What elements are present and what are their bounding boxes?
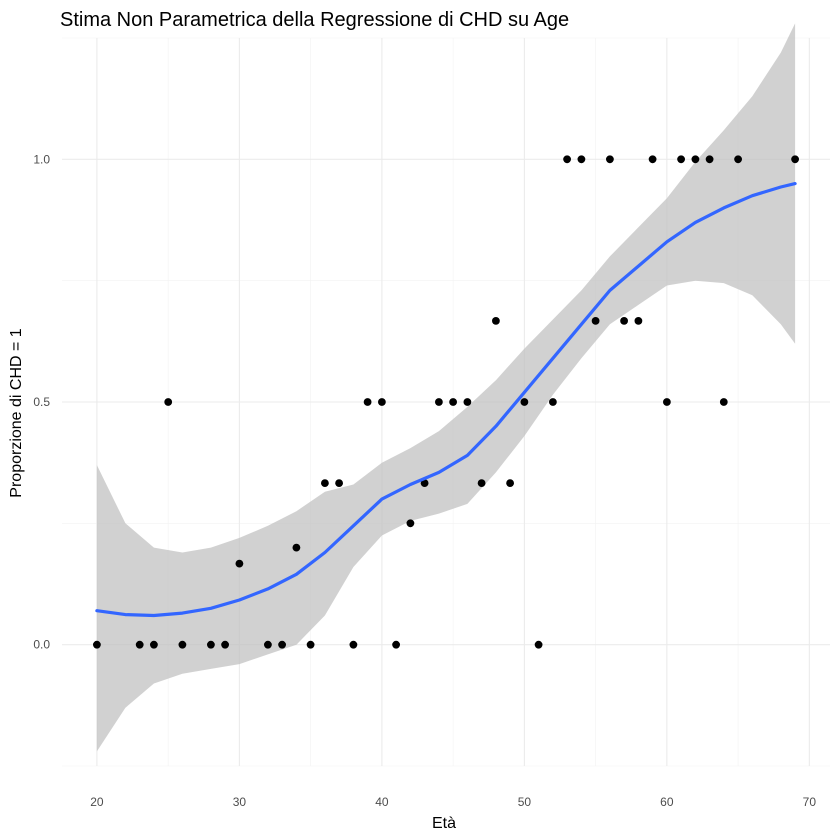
data-point (435, 398, 443, 406)
data-point (93, 640, 101, 649)
points-layer (93, 155, 799, 649)
data-point (178, 640, 187, 649)
data-point (477, 479, 486, 487)
data-point (135, 640, 144, 649)
data-point (577, 155, 586, 164)
y-axis-title: Proporzione di CHD = 1 (8, 328, 25, 498)
smooth-line (95, 182, 797, 618)
data-point (463, 398, 472, 406)
data-point (606, 155, 614, 164)
data-point (591, 317, 600, 325)
data-point (520, 398, 529, 406)
data-point (705, 155, 714, 164)
x-tick-label: 50 (518, 795, 532, 809)
data-point (492, 317, 500, 325)
data-point (321, 479, 329, 487)
data-point (449, 398, 457, 406)
x-tick-label: 60 (660, 795, 674, 809)
x-tick-label: 40 (375, 795, 389, 809)
data-point (363, 398, 372, 406)
data-point (634, 317, 643, 325)
y-tick-label: 1.0 (33, 152, 50, 166)
data-point (663, 398, 671, 406)
confidence-band-layer (96, 23, 796, 752)
data-point (264, 640, 272, 649)
data-point (734, 155, 742, 164)
data-point (691, 155, 700, 164)
data-point (420, 479, 429, 487)
data-point (235, 559, 244, 568)
x-axis-title: Età (432, 815, 456, 832)
chart-title: Stima Non Parametrica della Regressione … (60, 9, 569, 31)
data-point (306, 640, 315, 649)
data-point (392, 640, 400, 649)
data-point (534, 640, 543, 649)
data-point (677, 155, 685, 164)
data-point (278, 640, 286, 649)
x-tick-label: 70 (803, 795, 817, 809)
x-tick-label: 30 (233, 795, 247, 809)
data-point (620, 317, 628, 325)
data-point (164, 398, 173, 406)
data-point (221, 640, 230, 649)
confidence-band (96, 23, 796, 752)
data-point (378, 398, 386, 406)
y-tick-label: 0.5 (33, 395, 50, 409)
data-point (506, 479, 514, 487)
x-tick-label: 20 (90, 795, 104, 809)
data-point (719, 398, 728, 406)
data-point (549, 398, 557, 406)
data-point (648, 155, 657, 164)
y-axis-ticks: 0.0 0.5 1.0 (33, 152, 50, 651)
data-point (563, 155, 571, 164)
data-point (406, 519, 415, 528)
smooth-line-layer (95, 182, 797, 618)
data-point (292, 543, 301, 552)
y-tick-label: 0.0 (33, 638, 50, 652)
data-point (335, 479, 343, 487)
data-point (791, 155, 799, 164)
data-point (207, 640, 215, 649)
data-point (150, 640, 158, 649)
x-axis-ticks: 20 30 40 50 60 70 (90, 795, 816, 809)
data-point (349, 640, 358, 649)
